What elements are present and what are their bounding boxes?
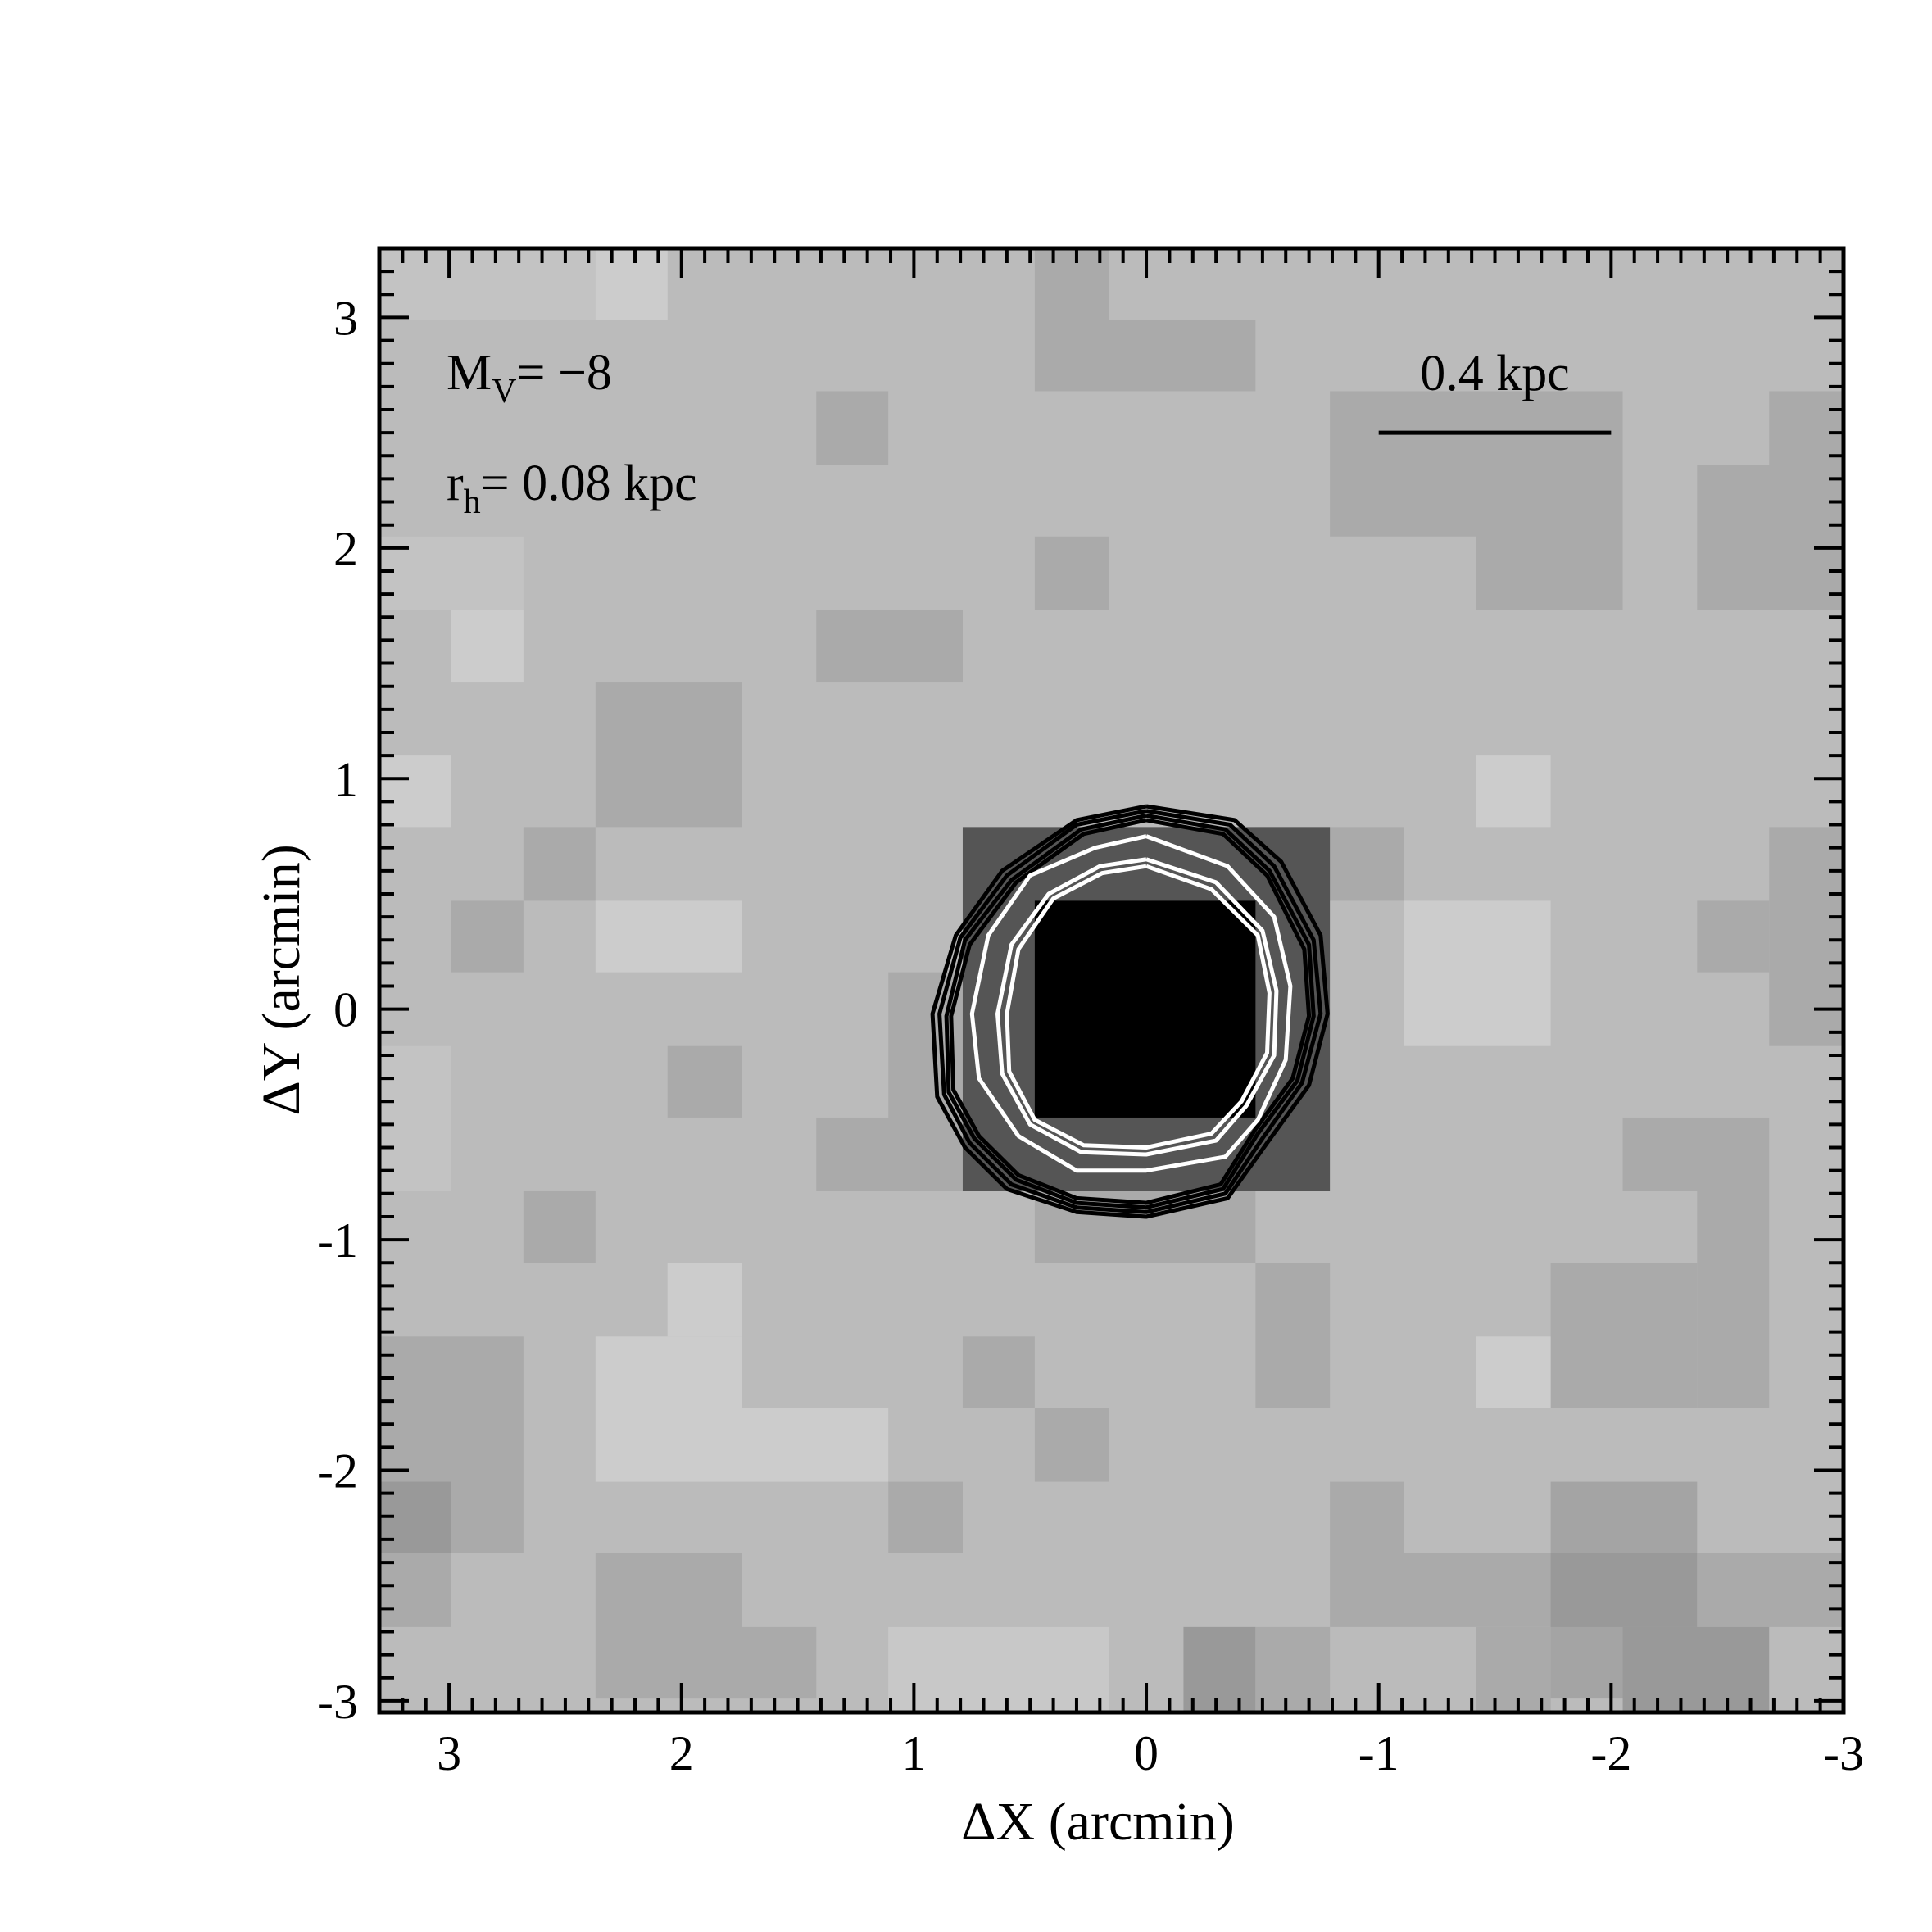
y-tick-label: -3: [317, 1675, 358, 1729]
density-cell-49: [1183, 1626, 1256, 1712]
density-cell-18: [451, 900, 524, 973]
density-cell-50: [1255, 1626, 1331, 1712]
x-tick-label: 0: [1134, 1726, 1159, 1780]
density-cell-16: [1476, 755, 1551, 828]
x-tick-label: 2: [669, 1726, 694, 1780]
x-tick-label: -1: [1358, 1726, 1399, 1780]
density-cell-52: [1404, 1553, 1551, 1627]
density-cell-39: [962, 1336, 1035, 1408]
mv-annotation: MV= −8: [447, 345, 612, 410]
density-cell-29: [1034, 900, 1256, 1118]
contour-line-5: [995, 857, 1279, 1157]
density-cell-5: [1330, 391, 1476, 537]
density-cell-13: [816, 610, 963, 683]
y-tick-label: 0: [333, 983, 358, 1037]
scale-bar-label: 0.4 kpc: [1420, 346, 1570, 401]
contour-line-3: [949, 818, 1312, 1205]
axis-ticks: [378, 247, 1845, 1712]
contour-line-6: [1005, 864, 1272, 1150]
density-cell-11: [451, 610, 524, 683]
density-cell-51: [1330, 1481, 1404, 1627]
tick-labels: 3 2 1 0 -1 -2 -3 3 2 1 0 -1 -2 -3: [317, 291, 1864, 1780]
density-cell-33: [1622, 1117, 1770, 1191]
density-cell-1: [595, 248, 668, 320]
y-tick-label: 1: [333, 752, 358, 806]
density-cell-3: [1034, 248, 1109, 392]
density-cell-23: [1769, 827, 1844, 1046]
density-cell-32: [1255, 1263, 1331, 1408]
density-cell-47: [742, 1626, 817, 1699]
density-cell-8: [1697, 465, 1844, 610]
density-cell-48: [888, 1626, 1109, 1712]
density-cell-2: [816, 391, 889, 465]
density-cell-15: [379, 755, 451, 828]
density-cell-46: [595, 1553, 742, 1699]
y-axis-title: ΔY (arcmin): [252, 844, 311, 1115]
plot-frame: [377, 246, 1846, 1715]
rh-annotation: rh= 0.08 kpc: [447, 456, 697, 521]
density-cell-41: [1476, 1336, 1551, 1408]
density-cell-19: [595, 900, 742, 973]
density-cell-34: [1697, 1190, 1770, 1408]
density-cell-37: [595, 1336, 742, 1408]
density-cell-54: [1550, 1553, 1698, 1627]
contour-line-0: [930, 804, 1330, 1219]
density-cell-56: [1622, 1626, 1770, 1712]
plot-area: [379, 248, 1844, 1712]
y-tick-label: 2: [333, 522, 358, 576]
y-tick-label: -1: [317, 1213, 358, 1268]
density-cell-45: [888, 1481, 963, 1553]
density-cell-7: [1476, 391, 1623, 610]
density-cell-4: [1109, 320, 1256, 392]
density-cell-24: [379, 1045, 451, 1191]
density-cell-25: [667, 1045, 742, 1118]
density-cell-9: [1769, 391, 1844, 465]
density-cell-14: [595, 682, 742, 828]
density-cell-12: [1034, 536, 1109, 610]
density-cell-38: [595, 1408, 889, 1482]
contour-line-1: [937, 809, 1323, 1214]
y-tick-label: -2: [317, 1444, 358, 1499]
contour-line-2: [944, 813, 1316, 1210]
density-cell-22: [1697, 900, 1770, 973]
y-tick-label: 3: [333, 291, 358, 345]
density-cell-30: [523, 1190, 596, 1263]
density-cell-20: [1404, 900, 1551, 1046]
x-tick-label: 3: [437, 1726, 461, 1780]
x-tick-label: 1: [901, 1726, 926, 1780]
density-cell-57: [1476, 1626, 1551, 1712]
density-cell-0: [379, 248, 596, 320]
density-cell-40: [1034, 1408, 1109, 1482]
contour-line-4: [969, 834, 1293, 1173]
x-tick-label: -3: [1823, 1726, 1864, 1780]
contour-lines: [930, 804, 1330, 1219]
density-cell-36: [667, 1263, 742, 1337]
density-cell-55: [1697, 1553, 1844, 1627]
x-tick-label: -2: [1590, 1726, 1631, 1780]
density-cell-17: [523, 827, 596, 901]
density-cell-44: [379, 1553, 451, 1627]
x-axis-title: ΔX (arcmin): [961, 1792, 1235, 1852]
density-cell-35: [1550, 1263, 1698, 1408]
